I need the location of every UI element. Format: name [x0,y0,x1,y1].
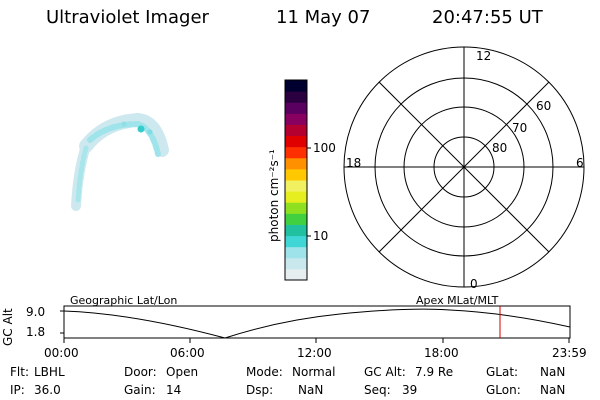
mlat-label-80: 80 [492,141,508,155]
date-label: 11 May 07 [276,7,371,28]
polar-diagonal-2 [378,81,550,253]
auroral-oval-image [71,112,169,211]
mlt-label-18: 18 [346,156,362,170]
info-door-key: Door: [124,365,157,379]
xtick-0600: 06:00 [170,346,205,360]
info-glon-value: NaN [540,383,566,397]
altitude-strip-chart [60,305,571,343]
colorbar-segment [285,268,307,281]
polar-plot [343,46,585,288]
colorbar [284,79,311,281]
colorbar-segment [285,180,307,192]
colorbar-segment [285,146,307,159]
info-seq-key: Seq: [364,383,391,397]
info-mode-value: Normal [292,365,336,379]
info-dsp-key: Dsp: [246,383,274,397]
mlt-label-6: 6 [576,156,584,170]
colorbar-segment [285,135,307,148]
colorbar-segment [285,235,307,248]
colorbar-segment [285,191,307,203]
info-mode-key: Mode: [246,365,283,379]
colorbar-segment [285,102,307,114]
mlat-label-60: 60 [536,99,552,113]
colorbar-segment [285,202,307,214]
mlt-label-0: 0 [470,277,478,291]
colorbar-segment [285,157,307,170]
colorbar-segment [285,257,307,270]
mlt-label-12: 12 [476,49,492,63]
info-glat-value: NaN [540,365,566,379]
strip-ytick-bottom: 1.8 [26,325,46,339]
time-label: 20:47:55 UT [432,7,543,28]
colorbar-segment [285,80,307,92]
strip-frame [63,305,571,339]
xtick-1200: 12:00 [297,346,332,360]
xtick-1800: 18:00 [424,346,459,360]
colorbar-segment [285,224,307,237]
info-ip-key: IP: [10,383,25,397]
xtick-0000: 00:00 [44,346,79,360]
strip-right-label: Apex MLat/MLT [416,294,499,307]
mlat-label-70: 70 [512,121,528,135]
info-flt-key: Flt: [10,365,29,379]
info-gain-value: 14 [166,383,182,397]
strip-ylabel: GC Alt [1,308,15,346]
colorbar-segment [285,168,307,181]
colorbar-segment [285,113,307,125]
info-flt-value: LBHL [34,365,65,379]
info-seq-value: 39 [402,383,418,397]
colorbar-frame [284,79,308,281]
colorbar-unit-label: photon cm⁻²s⁻¹ [267,149,281,242]
info-dsp-value: NaN [298,383,324,397]
info-gcalt-key: GC Alt: [364,365,406,379]
strip-ytick-top: 9.0 [26,305,46,319]
info-door-value: Open [166,365,199,379]
colorbar-segment [285,91,307,103]
altitude-curve [63,308,571,339]
info-glon-key: GLon: [486,383,521,397]
info-glat-key: GLat: [486,365,519,379]
info-ip-value: 36.0 [34,383,61,397]
colorbar-segment [285,246,307,259]
info-gcalt-value: 7.9 Re [415,365,454,379]
colorbar-tick-10: 10 [313,229,329,243]
strip-left-label: Geographic Lat/Lon [70,294,178,307]
instrument-title: Ultraviolet Imager [46,7,209,28]
colorbar-segment [285,124,307,137]
info-gain-key: Gain: [124,383,156,397]
xtick-2359: 23:59 [552,346,587,360]
colorbar-tick-100: 100 [313,141,336,155]
colorbar-segment [285,213,307,225]
